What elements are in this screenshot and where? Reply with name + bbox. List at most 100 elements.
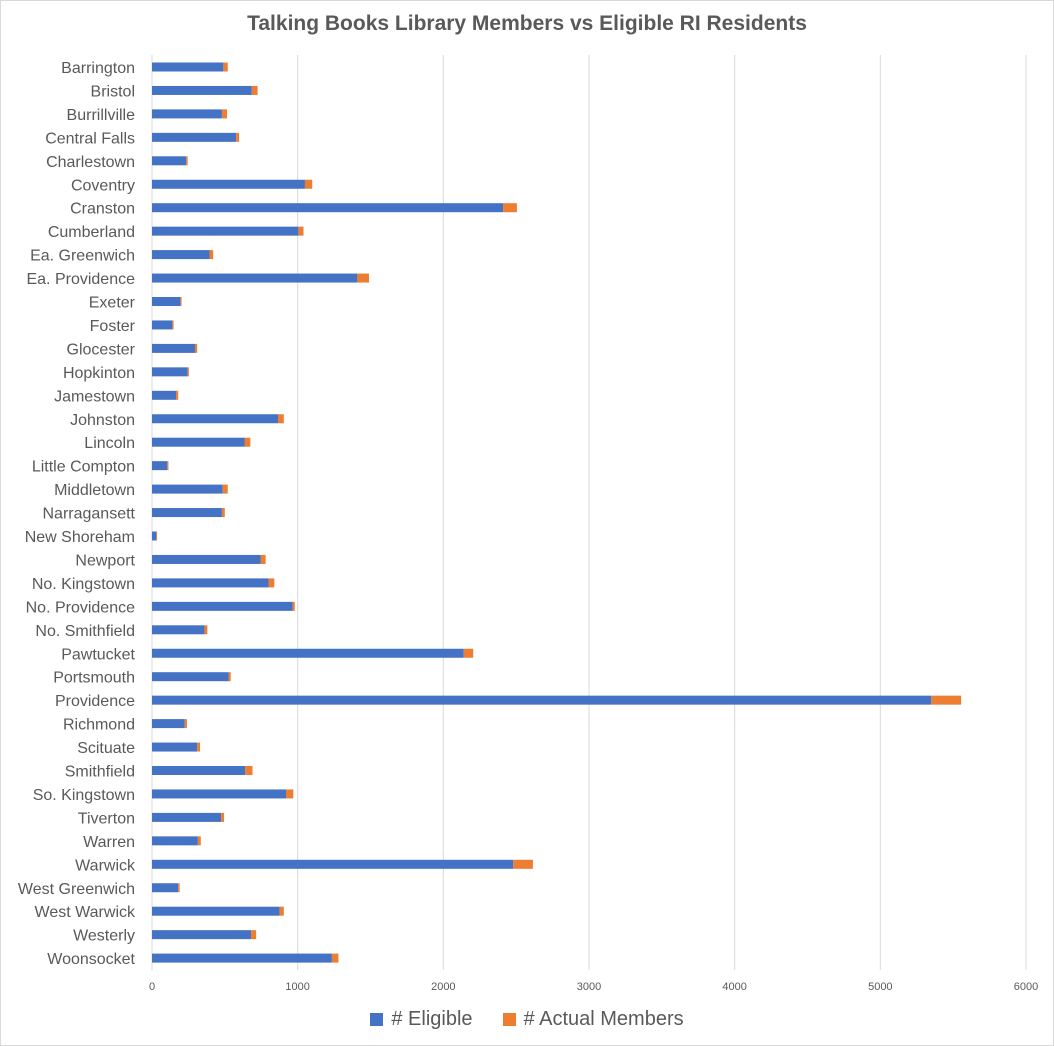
bar-eligible	[152, 883, 179, 893]
category-label: Ea. Providence	[26, 271, 135, 288]
x-axis-tick-labels: 0 1000 2000 3000 4000 5000 6000	[149, 981, 1038, 993]
bar-actual-members	[268, 578, 275, 588]
x-tick-label: 6000	[1014, 981, 1038, 993]
category-label: Providence	[55, 693, 135, 710]
bar-eligible	[152, 109, 222, 119]
category-label: Central Falls	[45, 130, 135, 147]
category-label: Westerly	[73, 928, 135, 945]
category-label: Barrington	[61, 60, 135, 77]
bar-eligible	[152, 179, 305, 189]
category-label: Narragansett	[43, 506, 136, 523]
category-label: Bristol	[91, 83, 135, 100]
bar-eligible	[152, 836, 198, 846]
x-tick-label: 1000	[285, 981, 309, 993]
category-label: So. Kingstown	[33, 787, 135, 804]
category-label: Foster	[90, 318, 136, 335]
category-label: Burrillville	[67, 107, 136, 124]
category-label: Hopkinton	[63, 365, 135, 382]
bar-actual-members	[463, 648, 474, 658]
bar-actual-members	[197, 836, 201, 846]
bar-actual-members	[197, 742, 201, 752]
bar-eligible	[152, 85, 252, 95]
category-label: Smithfield	[65, 764, 135, 781]
bar-actual-members	[331, 953, 339, 963]
chart-title: Talking Books Library Members vs Eligibl…	[247, 12, 807, 35]
bar-eligible	[152, 812, 222, 822]
bar-eligible	[152, 156, 187, 166]
bar-actual-members	[209, 250, 214, 260]
bar-actual-members	[172, 320, 174, 330]
bar-chart-plot: Barrington Bristol Burrillville Central Fal…	[18, 55, 1038, 993]
legend-label: # Actual Members	[523, 1008, 684, 1030]
bar-eligible	[152, 601, 293, 611]
legend-label: # Eligible	[391, 1008, 473, 1030]
category-label: Ea. Greenwich	[30, 248, 135, 265]
bar-actual-members	[292, 601, 295, 611]
bar-eligible	[152, 461, 168, 471]
category-label: West Warwick	[35, 904, 136, 921]
bar-actual-members	[286, 789, 294, 799]
gridlines	[151, 55, 1027, 970]
category-label: Lincoln	[84, 435, 135, 452]
bar-actual-members	[186, 156, 188, 166]
bar-eligible	[152, 625, 205, 635]
category-label: No. Kingstown	[32, 576, 135, 593]
bar-eligible	[152, 672, 229, 682]
legend-swatch	[502, 1013, 516, 1026]
category-label: Woonsocket	[47, 951, 135, 968]
x-tick-label: 3000	[577, 981, 601, 993]
legend: # Eligible # Actual Members	[0, 1008, 1054, 1031]
category-label: Cranston	[70, 201, 135, 218]
bar-eligible	[152, 132, 237, 142]
bar-eligible	[152, 437, 245, 447]
bar-eligible	[152, 62, 224, 72]
bar-actual-members	[204, 625, 208, 635]
legend-item: # Actual Members	[502, 1008, 684, 1031]
bar-eligible	[152, 719, 185, 729]
category-label: Jamestown	[54, 388, 135, 405]
bar-eligible	[152, 648, 464, 658]
category-labels: Barrington Bristol Burrillville Central Fal…	[18, 60, 136, 968]
category-label: No. Providence	[26, 599, 135, 616]
bar-actual-members	[156, 531, 158, 541]
category-label: Richmond	[63, 717, 135, 734]
bar-eligible	[152, 508, 222, 518]
bar-eligible	[152, 766, 246, 775]
bar-actual-members	[279, 906, 284, 916]
bar-eligible	[152, 789, 287, 799]
bar-eligible	[152, 906, 280, 916]
category-label: Scituate	[77, 740, 135, 757]
category-label: Portsmouth	[53, 670, 135, 687]
bar-actual-members	[187, 367, 189, 377]
x-tick-label: 2000	[431, 981, 455, 993]
bars	[152, 62, 962, 963]
category-label: Johnston	[70, 412, 135, 429]
bar-eligible	[152, 414, 279, 424]
bar-eligible	[152, 273, 358, 283]
bar-actual-members	[245, 766, 253, 775]
x-tick-label: 0	[149, 981, 155, 993]
bar-actual-members	[260, 554, 266, 564]
category-label: West Greenwich	[18, 881, 135, 898]
bar-actual-members	[221, 812, 225, 822]
bar-actual-members	[167, 461, 169, 471]
x-tick-label: 5000	[868, 981, 892, 993]
category-label: No. Smithfield	[35, 623, 135, 640]
bar-actual-members	[251, 930, 257, 940]
x-tick-label: 4000	[722, 981, 746, 993]
bar-eligible	[152, 695, 932, 705]
bar-eligible	[152, 578, 269, 588]
category-label: Little Compton	[32, 459, 135, 476]
bar-eligible	[152, 554, 261, 564]
bar-actual-members	[176, 390, 179, 400]
bar-actual-members	[931, 695, 962, 705]
legend-swatch	[370, 1013, 384, 1026]
category-label: Warren	[83, 834, 135, 851]
bar-actual-members	[178, 883, 180, 893]
bar-actual-members	[222, 484, 228, 494]
bar-actual-members	[298, 226, 304, 236]
bar-actual-members	[221, 109, 228, 119]
bar-eligible	[152, 953, 332, 963]
category-label: Glocester	[67, 341, 136, 358]
